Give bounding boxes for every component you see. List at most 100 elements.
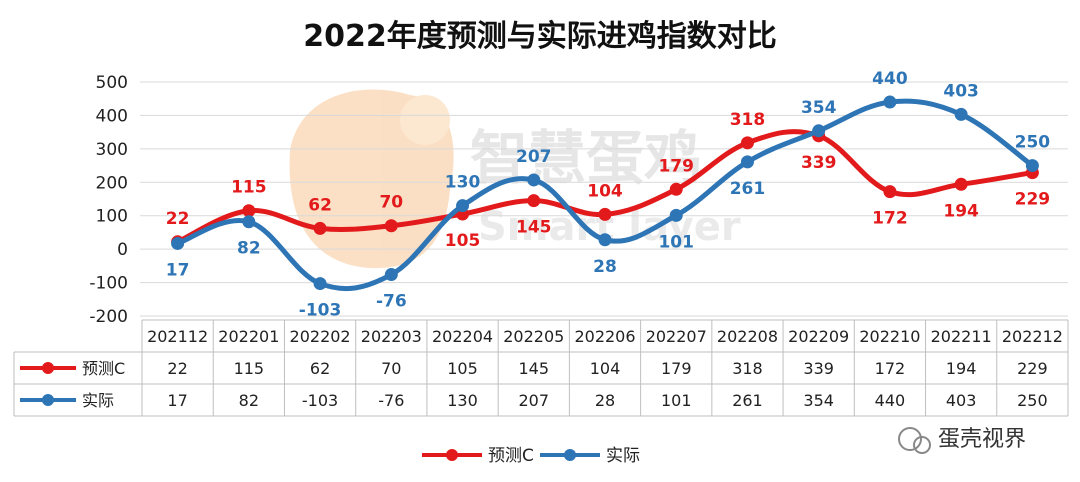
legend: 预测C 实际 bbox=[422, 446, 640, 466]
table-header-cell: 202211 bbox=[931, 327, 992, 346]
data-point bbox=[740, 155, 754, 169]
table-header-cell: 202205 bbox=[503, 327, 564, 346]
table-cell: 62 bbox=[310, 359, 330, 378]
series-actual bbox=[171, 95, 1039, 292]
data-label-forecast: 70 bbox=[379, 193, 403, 213]
chart-title: 2022年度预测与实际进鸡指数对比 bbox=[303, 19, 777, 54]
table-cell: 207 bbox=[518, 391, 549, 410]
data-point bbox=[954, 107, 968, 121]
data-point bbox=[954, 177, 968, 191]
series-lines bbox=[171, 95, 1039, 292]
data-point bbox=[1025, 159, 1039, 173]
y-tick-label: 100 bbox=[96, 207, 128, 227]
table-header-cell: 202112 bbox=[147, 327, 208, 346]
table-header-cell: 202209 bbox=[788, 327, 849, 346]
table-cell: -103 bbox=[302, 391, 338, 410]
table-header-cell: 202210 bbox=[859, 327, 920, 346]
table-cell: 172 bbox=[875, 359, 906, 378]
data-point bbox=[456, 199, 470, 213]
data-label-actual: 403 bbox=[943, 81, 979, 101]
data-point bbox=[883, 185, 897, 199]
table-cell: 440 bbox=[875, 391, 906, 410]
legend-label-actual: 实际 bbox=[606, 446, 640, 466]
table-cell: 82 bbox=[239, 391, 259, 410]
data-label-actual: 354 bbox=[801, 98, 837, 118]
data-label-actual: 17 bbox=[166, 260, 190, 280]
data-label-forecast: 229 bbox=[1015, 190, 1051, 210]
data-point bbox=[313, 277, 327, 291]
table-header-cell: 202207 bbox=[646, 327, 707, 346]
watermark: 智慧蛋鸡 Smart layer bbox=[289, 89, 741, 269]
y-axis-ticks: 500 400 300 200 100 0 -100 -200 bbox=[89, 73, 128, 327]
data-label-actual: 250 bbox=[1015, 133, 1051, 153]
data-label-actual: -103 bbox=[299, 301, 342, 321]
table-cell: 104 bbox=[590, 359, 621, 378]
data-label-actual: 261 bbox=[730, 179, 766, 199]
table-cell: 179 bbox=[661, 359, 692, 378]
data-point bbox=[313, 221, 327, 235]
y-tick-label: -100 bbox=[89, 274, 128, 294]
data-point bbox=[242, 215, 256, 229]
data-point bbox=[171, 236, 185, 250]
data-point bbox=[812, 124, 826, 138]
data-label-actual: 130 bbox=[445, 173, 481, 193]
data-point bbox=[242, 204, 256, 218]
table-cell: 354 bbox=[803, 391, 834, 410]
table-header-cell: 202201 bbox=[218, 327, 279, 346]
table-cell: 145 bbox=[518, 359, 549, 378]
data-label-forecast: 194 bbox=[943, 201, 979, 221]
table-header-cell: 202202 bbox=[290, 327, 351, 346]
data-label-forecast: 22 bbox=[166, 209, 190, 229]
table-row-label: 预测C bbox=[82, 359, 125, 378]
table-cell: 250 bbox=[1017, 391, 1048, 410]
table-header-cell: 202204 bbox=[432, 327, 493, 346]
data-point bbox=[527, 194, 541, 208]
table-cell: 28 bbox=[595, 391, 615, 410]
data-label-actual: 440 bbox=[872, 69, 908, 89]
data-label-forecast: 62 bbox=[308, 195, 332, 215]
table-header-cell: 202206 bbox=[574, 327, 635, 346]
data-label-forecast: 172 bbox=[872, 209, 908, 229]
table-cell: 194 bbox=[946, 359, 977, 378]
badge-label: 蛋壳视界 bbox=[938, 427, 1026, 452]
data-label-forecast: 115 bbox=[231, 178, 267, 198]
y-tick-label: 400 bbox=[96, 106, 128, 126]
data-labels: 22 115 62 70 105 145 104 179 318 339 172 194 229 17 82… bbox=[166, 69, 1051, 321]
data-point bbox=[598, 233, 612, 247]
wechat-icon bbox=[898, 427, 922, 451]
table-cell: 105 bbox=[447, 359, 478, 378]
data-label-forecast: 104 bbox=[587, 181, 623, 201]
data-point bbox=[527, 173, 541, 187]
table-legend-marker bbox=[42, 362, 54, 374]
data-label-forecast: 179 bbox=[658, 156, 694, 176]
table-cell: 229 bbox=[1017, 359, 1048, 378]
table-cell: 403 bbox=[946, 391, 977, 410]
legend-label-forecast: 预测C bbox=[488, 446, 534, 466]
table-header-cell: 202203 bbox=[361, 327, 422, 346]
data-point bbox=[740, 136, 754, 150]
data-label-actual: 207 bbox=[516, 147, 552, 167]
table-cell: 17 bbox=[167, 391, 187, 410]
table-cell: 261 bbox=[732, 391, 763, 410]
data-label-forecast: 318 bbox=[730, 110, 766, 130]
table-cell: 115 bbox=[234, 359, 265, 378]
table-cell: 22 bbox=[167, 359, 187, 378]
data-point bbox=[384, 268, 398, 282]
data-table: 202112 202201 202202 202203 202204 202205 2022… bbox=[13, 319, 1069, 417]
data-label-actual: 82 bbox=[237, 239, 261, 259]
table-row-label: 实际 bbox=[82, 391, 114, 410]
table-cell: 318 bbox=[732, 359, 763, 378]
data-point bbox=[669, 182, 683, 196]
data-label-forecast: 145 bbox=[516, 218, 552, 238]
table-cell: 339 bbox=[803, 359, 834, 378]
data-point bbox=[598, 207, 612, 221]
data-label-actual: -76 bbox=[376, 292, 407, 312]
legend-item-actual: 实际 bbox=[540, 446, 640, 466]
legend-item-forecast: 预测C bbox=[422, 446, 534, 466]
data-label-actual: 101 bbox=[658, 232, 694, 252]
data-point bbox=[883, 95, 897, 109]
watermark-chicken-head bbox=[400, 95, 450, 145]
data-point bbox=[384, 219, 398, 233]
table-header-cell: 202208 bbox=[717, 327, 778, 346]
